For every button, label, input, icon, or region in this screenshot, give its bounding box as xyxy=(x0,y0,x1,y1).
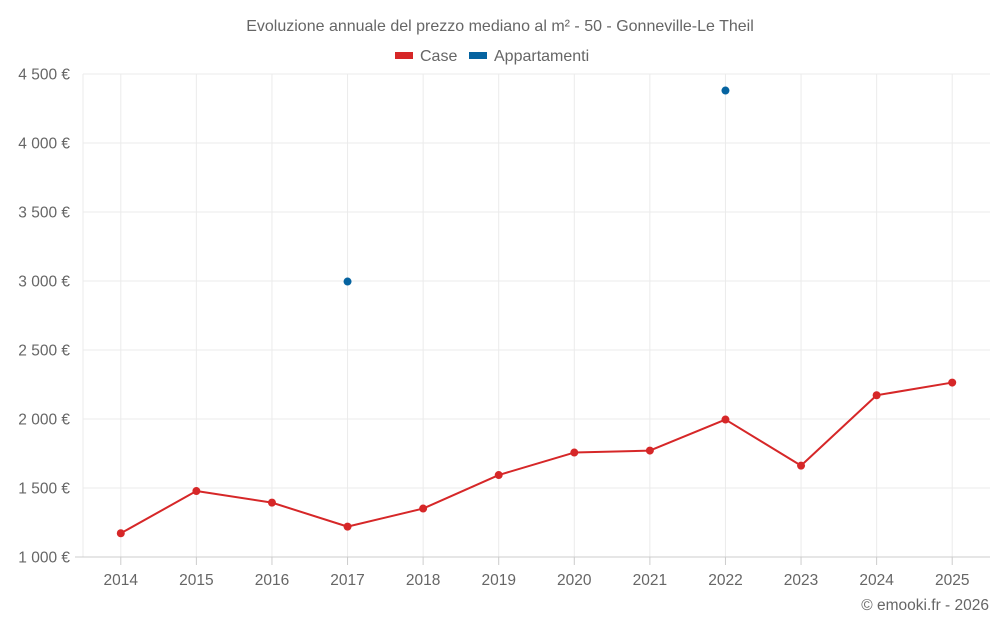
y-tick-label: 1 500 € xyxy=(18,481,70,498)
x-tick-label: 2020 xyxy=(557,572,592,589)
data-point-case[interactable] xyxy=(570,448,579,457)
data-point-case[interactable] xyxy=(872,391,881,400)
series xyxy=(116,86,957,538)
x-tick-label: 2024 xyxy=(859,572,894,589)
data-point-case[interactable] xyxy=(343,522,352,531)
credit-text: © emooki.fr - 2026 xyxy=(861,597,989,614)
legend-item-case[interactable]: Case xyxy=(395,48,457,65)
series-case xyxy=(116,378,957,538)
legend: Case Appartamenti xyxy=(395,48,589,65)
data-point-case[interactable] xyxy=(494,471,503,480)
axes xyxy=(75,556,990,565)
y-axis-labels: 1 000 € 1 500 € 2 000 € 2 500 € 3 000 € 3 500… xyxy=(18,67,70,567)
data-point-case[interactable] xyxy=(797,461,806,470)
data-point-appartamenti[interactable] xyxy=(343,277,352,286)
data-point-case[interactable] xyxy=(721,415,730,424)
series-appartamenti xyxy=(343,86,730,286)
x-axis-labels: 2014 2015 2016 2017 2018 2019 2020 2021 2022 2023… xyxy=(104,572,970,589)
y-tick-label: 2 500 € xyxy=(18,343,70,360)
legend-label-appartamenti: Appartamenti xyxy=(494,48,589,65)
legend-label-case: Case xyxy=(420,48,457,65)
y-tick-label: 3 000 € xyxy=(18,274,70,291)
data-point-case[interactable] xyxy=(419,504,428,513)
x-tick-label: 2023 xyxy=(784,572,818,589)
x-tick-label: 2014 xyxy=(104,572,139,589)
x-tick-label: 2021 xyxy=(633,572,667,589)
data-point-case[interactable] xyxy=(116,529,125,538)
legend-item-appartamenti[interactable]: Appartamenti xyxy=(469,48,589,65)
x-tick-label: 2025 xyxy=(935,572,969,589)
y-tick-label: 3 500 € xyxy=(18,205,70,222)
y-tick-label: 2 000 € xyxy=(18,412,70,429)
series-line-case xyxy=(120,381,953,535)
data-point-case[interactable] xyxy=(267,498,276,507)
grid xyxy=(82,73,990,557)
chart-title: Evoluzione annuale del prezzo mediano al… xyxy=(246,18,754,35)
data-point-case[interactable] xyxy=(192,487,201,496)
x-tick-label: 2022 xyxy=(708,572,742,589)
legend-swatch-appartamenti xyxy=(469,52,487,59)
data-point-appartamenti[interactable] xyxy=(721,86,730,95)
data-point-case[interactable] xyxy=(645,446,654,455)
x-tick-label: 2018 xyxy=(406,572,440,589)
y-tick-label: 4 500 € xyxy=(18,67,70,84)
legend-swatch-case xyxy=(395,52,413,59)
y-tick-label: 4 000 € xyxy=(18,136,70,153)
x-tick-label: 2015 xyxy=(179,572,213,589)
x-tick-label: 2017 xyxy=(330,572,364,589)
data-point-case[interactable] xyxy=(948,378,957,387)
x-tick-label: 2019 xyxy=(481,572,515,589)
x-tick-label: 2016 xyxy=(255,572,289,589)
y-tick-label: 1 000 € xyxy=(18,550,70,567)
